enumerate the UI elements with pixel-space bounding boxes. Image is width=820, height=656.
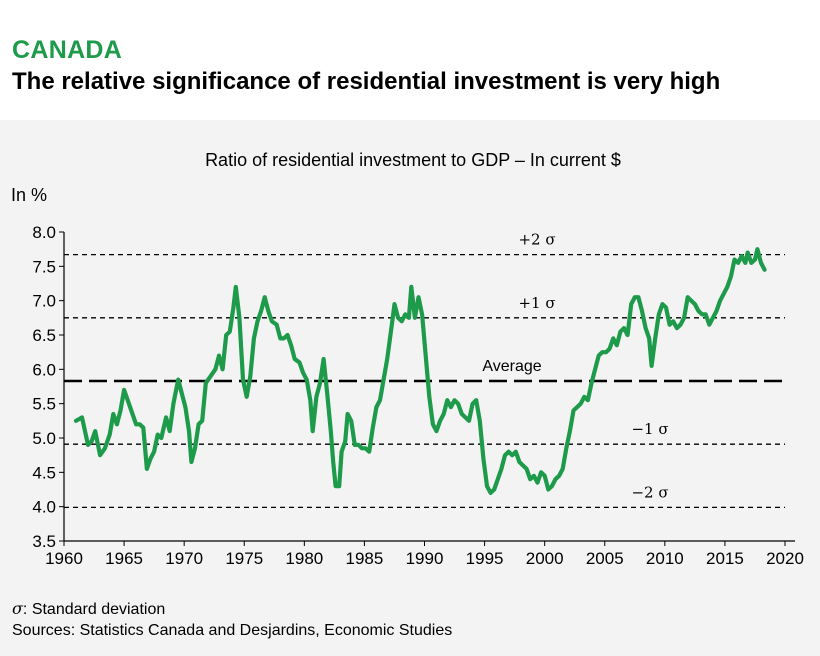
chart-title: Ratio of residential investment to GDP –… bbox=[205, 150, 621, 170]
sigma-note-text: : Standard deviation bbox=[22, 601, 166, 618]
x-tick-label: 1975 bbox=[225, 549, 263, 568]
axes: 3.5 4.0 4.5 5.0 5.5 6.0 6.5 7.0 7.5 8.0 1960 1965 19… bbox=[32, 223, 804, 568]
y-tick-label: 5.5 bbox=[32, 395, 56, 414]
y-tick-label: 8.0 bbox=[32, 223, 56, 242]
sigma-note: σ: Standard deviation bbox=[12, 599, 165, 619]
reference-line-label: −1 σ bbox=[631, 420, 668, 438]
reference-line-label: +1 σ bbox=[518, 294, 555, 312]
reference-line-label: +2 σ bbox=[518, 231, 555, 249]
y-axis-unit-label: In % bbox=[11, 185, 47, 205]
x-tick-label: 1985 bbox=[346, 549, 384, 568]
x-tick-label: 2005 bbox=[586, 549, 624, 568]
x-tick-label: 2000 bbox=[526, 549, 564, 568]
y-tick-label: 4.0 bbox=[32, 498, 56, 517]
x-tick-label: 1990 bbox=[406, 549, 444, 568]
y-tick-label: 7.0 bbox=[32, 292, 56, 311]
line-chart: Ratio of residential investment to GDP –… bbox=[11, 150, 804, 568]
y-tick-label: 6.5 bbox=[32, 326, 56, 345]
reference-line-label: −2 σ bbox=[631, 483, 668, 501]
x-tick-label: 2015 bbox=[706, 549, 744, 568]
x-tick-label: 1995 bbox=[466, 549, 504, 568]
sigma-symbol: σ bbox=[12, 599, 23, 618]
y-tick-label: 3.5 bbox=[32, 532, 56, 551]
headline: The relative significance of residential… bbox=[12, 68, 721, 95]
header-band bbox=[0, 0, 820, 120]
x-tick-label: 2020 bbox=[766, 549, 804, 568]
y-tick-label: 6.0 bbox=[32, 360, 56, 379]
x-tick-label: 1970 bbox=[165, 549, 203, 568]
country-heading: CANADA bbox=[12, 36, 123, 64]
sources-note: Sources: Statistics Canada and Desjardin… bbox=[12, 622, 453, 639]
x-tick-label: 2010 bbox=[646, 549, 684, 568]
y-tick-label: 7.5 bbox=[32, 257, 56, 276]
y-tick-label: 5.0 bbox=[32, 429, 56, 448]
reference-line-label: Average bbox=[482, 358, 541, 375]
series-line bbox=[73, 247, 767, 495]
x-tick-label: 1965 bbox=[105, 549, 143, 568]
x-tick-label: 1980 bbox=[285, 549, 323, 568]
x-tick-label: 1960 bbox=[45, 549, 83, 568]
series-layer bbox=[73, 247, 767, 495]
reference-lines: +2 σ +1 σ Average −1 σ −2 σ bbox=[64, 231, 785, 509]
y-tick-label: 4.5 bbox=[32, 463, 56, 482]
